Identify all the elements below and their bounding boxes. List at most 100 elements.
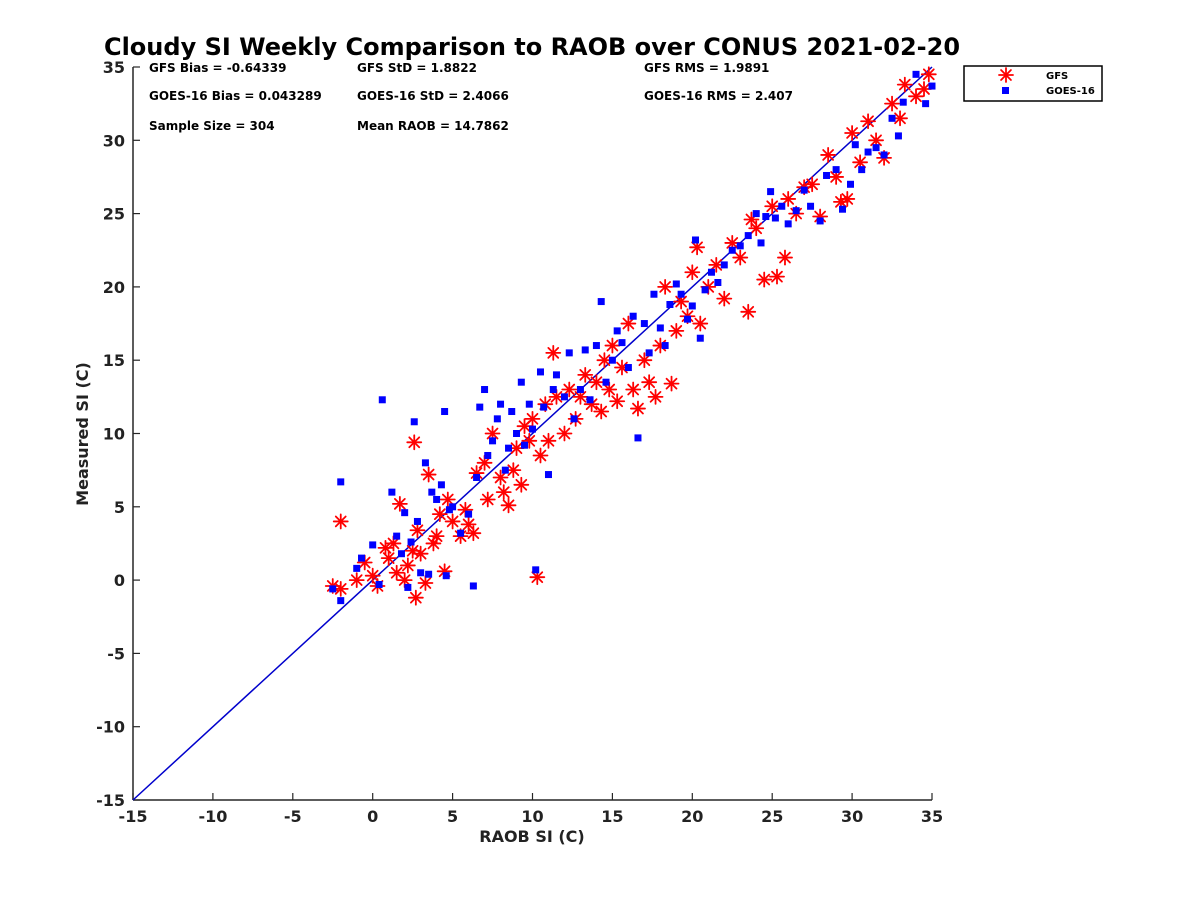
gfs-point xyxy=(748,220,765,237)
x-tick-label: -5 xyxy=(284,807,302,826)
goes16-point xyxy=(928,82,936,90)
goes16-point xyxy=(656,324,664,332)
x-tick-label: 5 xyxy=(447,807,458,826)
goes16-point xyxy=(701,286,709,294)
goes16-point xyxy=(666,300,674,308)
goes16-point xyxy=(832,166,840,174)
legend-gfs-label: GFS xyxy=(1046,71,1068,82)
gfs-point xyxy=(604,337,621,354)
goes16-point xyxy=(358,554,366,562)
y-tick-label: 30 xyxy=(103,131,125,150)
goes16-point xyxy=(375,580,383,588)
gfs-point xyxy=(428,528,445,545)
goes16-point xyxy=(508,408,516,416)
gfs-point xyxy=(596,352,613,369)
goes16-point xyxy=(413,517,421,525)
goes16-point xyxy=(521,441,529,449)
goes16-point xyxy=(476,403,484,411)
gfs-point xyxy=(896,76,913,93)
stat-goes-std: GOES-16 StD = 2.4066 xyxy=(357,89,509,103)
stat-gfs-rms: GFS RMS = 1.9891 xyxy=(644,61,769,75)
goes16-point xyxy=(792,207,800,215)
stat-gfs-std: GFS StD = 1.8822 xyxy=(357,61,477,75)
goes16-point xyxy=(404,583,412,591)
goes16-point xyxy=(688,302,696,310)
goes16-point xyxy=(552,371,560,379)
goes16-point xyxy=(481,386,489,394)
goes16-point xyxy=(744,232,752,240)
goes16-point xyxy=(513,430,521,437)
stat-goes-rms: GOES-16 RMS = 2.407 xyxy=(644,89,793,103)
goes16-point xyxy=(473,473,481,481)
gfs-point xyxy=(647,388,664,405)
goes16-point xyxy=(397,550,405,558)
goes16-point xyxy=(425,570,433,578)
goes16-point xyxy=(823,171,831,179)
stat-mean-raob: Mean RAOB = 14.7862 xyxy=(357,119,509,133)
goes16-point xyxy=(816,217,824,225)
goes16-point xyxy=(762,213,770,221)
gfs-point xyxy=(439,491,456,508)
goes16-point xyxy=(469,582,477,590)
x-tick-label: 25 xyxy=(761,807,783,826)
stat-sample-size: Sample Size = 304 xyxy=(149,119,275,133)
goes16-point xyxy=(899,98,907,106)
goes16-point xyxy=(922,100,930,108)
goes16-point xyxy=(847,180,855,188)
gfs-point xyxy=(412,545,429,562)
goes16-point xyxy=(401,509,409,517)
goes16-point xyxy=(501,466,509,474)
goes16-point xyxy=(672,280,680,288)
goes16-point xyxy=(437,481,445,489)
goes16-point xyxy=(505,444,513,452)
gfs-point xyxy=(513,476,530,493)
goes16-point xyxy=(493,415,501,423)
goes16-point xyxy=(576,386,584,394)
goes16-point xyxy=(517,378,525,386)
goes16-point xyxy=(489,437,497,445)
goes16-point xyxy=(707,268,715,276)
goes16-point xyxy=(602,378,610,386)
gfs-point xyxy=(732,249,749,266)
goes16-point xyxy=(410,418,418,426)
gfs-point xyxy=(524,410,541,427)
goes16-point xyxy=(771,214,779,222)
gfs-point xyxy=(588,374,605,391)
gfs-point xyxy=(540,432,557,449)
goes16-point xyxy=(433,495,441,503)
gfs-point xyxy=(391,495,408,512)
goes16-point xyxy=(442,572,450,580)
gfs-point xyxy=(663,375,680,392)
goes16-point xyxy=(536,368,544,376)
gfs-point xyxy=(409,522,426,539)
goes16-point xyxy=(807,202,815,210)
goes16-point xyxy=(720,261,728,269)
gfs-point xyxy=(756,271,773,288)
goes16-point xyxy=(353,564,361,572)
gfs-point xyxy=(500,497,517,514)
gfs-point xyxy=(636,352,653,369)
gfs-point xyxy=(839,191,856,207)
goes16-point xyxy=(441,408,449,416)
y-tick-label: -5 xyxy=(107,644,125,663)
gfs-point xyxy=(620,315,637,332)
goes16-point xyxy=(912,70,920,78)
goes16-point xyxy=(728,246,736,254)
goes16-point xyxy=(608,356,616,364)
legend: GFS GOES-16 xyxy=(963,65,1103,102)
goes16-point xyxy=(778,202,786,210)
gfs-point xyxy=(884,95,900,112)
goes16-point xyxy=(449,503,457,511)
goes16-point xyxy=(784,220,792,228)
gfs-point xyxy=(689,239,705,256)
goes16-point xyxy=(880,151,888,159)
gfs-point xyxy=(479,491,496,508)
goes16-point xyxy=(428,488,436,496)
gfs-point xyxy=(625,381,642,398)
y-tick-label: -15 xyxy=(96,791,125,810)
gfs-point xyxy=(740,303,757,320)
goes16-point xyxy=(858,166,866,174)
goes16-point xyxy=(618,339,626,347)
goes16-point xyxy=(640,320,648,328)
